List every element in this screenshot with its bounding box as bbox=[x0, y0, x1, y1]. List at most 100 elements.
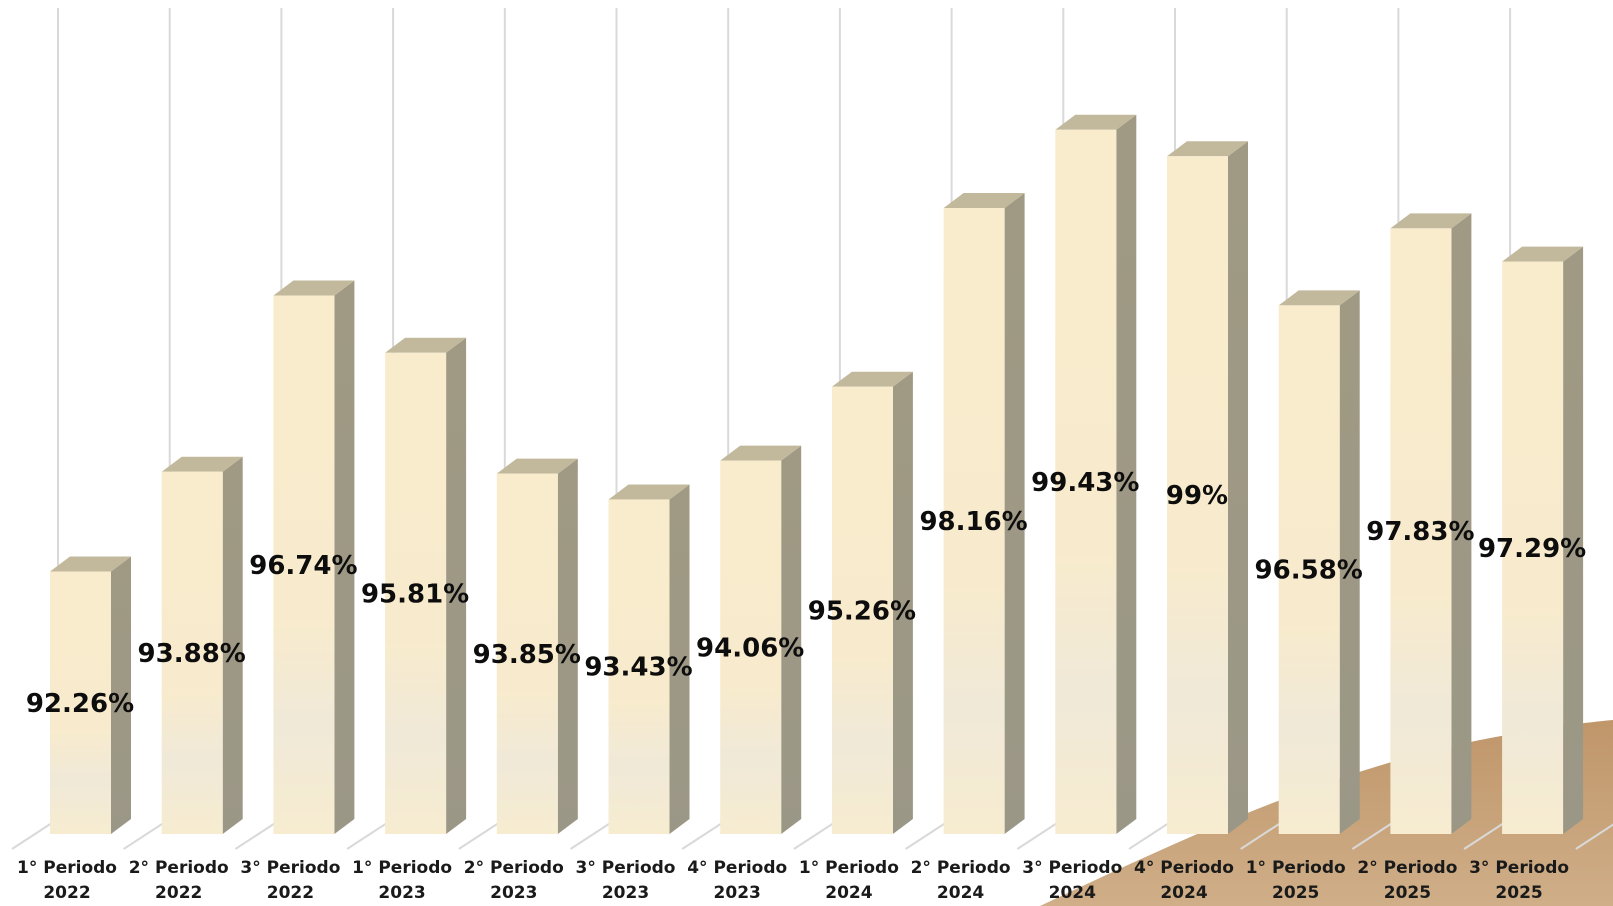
bars bbox=[50, 114, 1584, 835]
bar bbox=[943, 193, 1025, 834]
data-label: 99% bbox=[1166, 481, 1228, 511]
bar-side bbox=[781, 445, 802, 834]
bar bbox=[608, 484, 690, 834]
x-tick-label: 2025 bbox=[1272, 883, 1319, 903]
bar bbox=[831, 371, 913, 834]
bar bbox=[1502, 246, 1584, 835]
value-labels: 92.26%93.88% 96.74%95.81% 93.85% 93.43%94.0… bbox=[26, 468, 1586, 719]
bar-top bbox=[50, 556, 131, 572]
x-tick-label: 2° Periodo bbox=[129, 858, 229, 878]
bar-side bbox=[222, 456, 243, 834]
data-label: 94.06% bbox=[696, 633, 804, 663]
bar-front bbox=[831, 386, 893, 834]
bar-top bbox=[943, 193, 1025, 209]
x-tick-label: 3° Periodo bbox=[240, 858, 340, 878]
bar-top bbox=[831, 371, 913, 387]
bar-front bbox=[1390, 228, 1452, 834]
bar-front bbox=[1167, 156, 1228, 835]
x-tick-label: 1° Periodo bbox=[17, 858, 117, 878]
bar-front bbox=[1502, 261, 1564, 835]
bar-front bbox=[1278, 305, 1340, 834]
x-tick-label: 4° Periodo bbox=[1134, 858, 1234, 878]
x-tick-label: 2025 bbox=[1495, 883, 1542, 903]
bar-side bbox=[1563, 246, 1584, 834]
data-label: 93.88% bbox=[138, 639, 246, 669]
x-tick-label: 2022 bbox=[43, 883, 90, 903]
bar-top bbox=[161, 456, 243, 472]
x-tick-label: 2024 bbox=[825, 883, 872, 903]
bar-top bbox=[720, 445, 802, 461]
bar-top bbox=[496, 458, 578, 474]
bar-top bbox=[1502, 246, 1584, 262]
x-tick-label: 2023 bbox=[714, 883, 761, 903]
x-tick-label: 2022 bbox=[155, 883, 202, 903]
x-tick-label: 1° Periodo bbox=[799, 858, 899, 878]
data-label: 98.16% bbox=[919, 507, 1027, 537]
bar-side bbox=[1116, 114, 1137, 834]
bar-side bbox=[669, 484, 690, 834]
x-tick-label: 2024 bbox=[1049, 883, 1096, 903]
data-label: 92.26% bbox=[26, 689, 134, 719]
bar-front bbox=[1055, 129, 1117, 834]
data-label: 93.85% bbox=[473, 640, 581, 670]
bar-side bbox=[1451, 213, 1472, 834]
bar-side bbox=[1228, 141, 1248, 835]
bar bbox=[385, 337, 467, 834]
bar-top bbox=[1167, 141, 1248, 157]
bar bbox=[720, 445, 802, 834]
data-label: 95.81% bbox=[361, 579, 469, 609]
bar-front bbox=[273, 295, 335, 834]
bar-top bbox=[1055, 114, 1137, 130]
bar-front bbox=[943, 208, 1005, 834]
x-tick-label: 4° Periodo bbox=[687, 858, 787, 878]
bar-side bbox=[557, 458, 578, 834]
bar bbox=[1390, 213, 1472, 834]
bar-top bbox=[273, 280, 355, 296]
bar bbox=[496, 458, 578, 834]
x-tick-label: 3° Periodo bbox=[1022, 858, 1122, 878]
bar-top bbox=[1278, 290, 1360, 306]
x-tick-label: 2° Periodo bbox=[1357, 858, 1457, 878]
data-label: 97.29% bbox=[1478, 534, 1586, 564]
bar bbox=[1278, 290, 1360, 834]
x-tick-label: 1° Periodo bbox=[1246, 858, 1346, 878]
bar-side bbox=[334, 280, 355, 834]
data-label: 96.74% bbox=[249, 551, 357, 581]
bar-front bbox=[50, 571, 111, 834]
x-tick-label: 2° Periodo bbox=[911, 858, 1011, 878]
data-label: 97.83% bbox=[1366, 517, 1474, 547]
x-tick-label: 2022 bbox=[267, 883, 314, 903]
x-tick-label: 2024 bbox=[937, 883, 984, 903]
data-label: 96.58% bbox=[1255, 556, 1363, 586]
data-label: 93.43% bbox=[584, 653, 692, 683]
x-tick-label: 3° Periodo bbox=[576, 858, 676, 878]
bar-side bbox=[111, 556, 131, 834]
bar-side bbox=[1004, 193, 1025, 834]
bar-side bbox=[446, 337, 467, 834]
data-label: 99.43% bbox=[1031, 468, 1139, 498]
bar-front bbox=[385, 352, 447, 834]
bar bbox=[1167, 141, 1248, 835]
bar bbox=[1055, 114, 1137, 834]
bar-front bbox=[496, 473, 558, 834]
bar-front bbox=[161, 471, 223, 834]
x-tick-label: 2025 bbox=[1384, 883, 1431, 903]
bar-top bbox=[608, 484, 690, 500]
bar bbox=[161, 456, 243, 834]
x-tick-label: 2023 bbox=[602, 883, 649, 903]
floor-line bbox=[1575, 823, 1613, 850]
bar bbox=[273, 280, 355, 834]
x-tick-label: 2° Periodo bbox=[464, 858, 564, 878]
bar-top bbox=[1390, 213, 1472, 229]
bar bbox=[50, 556, 131, 834]
data-label: 95.26% bbox=[808, 596, 916, 626]
x-tick-label: 2023 bbox=[490, 883, 537, 903]
bar-side bbox=[1339, 290, 1360, 834]
bar-front bbox=[720, 460, 782, 834]
bar-side bbox=[892, 371, 913, 834]
x-tick-label: 1° Periodo bbox=[352, 858, 452, 878]
bar-front bbox=[608, 499, 670, 834]
x-tick-label: 2024 bbox=[1160, 883, 1207, 903]
